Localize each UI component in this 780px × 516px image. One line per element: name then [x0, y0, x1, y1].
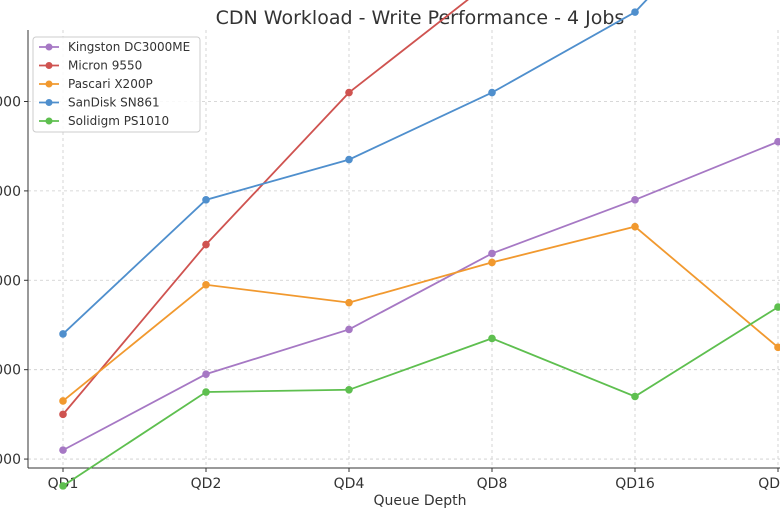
legend-box — [32, 36, 201, 133]
legend-label: Pascari X200P — [68, 77, 153, 91]
data-point — [774, 343, 780, 352]
chart-title: CDN Workload - Write Performance - 4 Job… — [216, 7, 625, 29]
legend-marker — [45, 117, 53, 125]
legend: Kingston DC3000ME Micron 9550 Pascari X200… — [32, 36, 201, 133]
series-line — [62, 140, 779, 451]
legend-marker — [45, 99, 53, 106]
legend-label: SanDisk SN861 — [68, 96, 160, 110]
data-point — [631, 392, 639, 401]
data-point — [345, 88, 353, 97]
data-point — [202, 370, 210, 378]
data-point — [202, 280, 210, 289]
series-line — [62, 0, 469, 415]
data-point — [202, 240, 210, 249]
legend-label: Micron 9550 — [68, 59, 142, 73]
x-tick-label: QD8 — [477, 476, 508, 492]
data-point — [774, 137, 780, 146]
legend-label: Kingston DC3000ME — [68, 40, 190, 54]
data-point — [631, 196, 639, 204]
data-point — [774, 303, 780, 311]
data-point — [488, 249, 496, 258]
legend-marker — [45, 80, 53, 88]
x-tick-labels: QD1QD2QD4QD8QD16QD32 — [48, 468, 780, 492]
y-tick-label: 120000 — [0, 184, 21, 200]
data-point — [631, 8, 639, 16]
series-lines — [59, 0, 780, 490]
data-point — [202, 388, 210, 396]
data-point — [59, 330, 67, 338]
y-tick-label: 140000 — [0, 95, 21, 111]
legend-marker — [45, 62, 53, 69]
data-point — [345, 325, 353, 334]
data-point — [345, 155, 353, 164]
x-tick-label: QD2 — [191, 476, 222, 492]
series — [59, 303, 780, 490]
data-point — [59, 482, 67, 490]
x-tick-label: QD16 — [615, 476, 655, 492]
data-point — [488, 258, 496, 267]
series — [59, 0, 469, 419]
y-tick-labels: 60000 80000 100000 120000 140000 — [0, 95, 28, 468]
axes — [27, 30, 780, 469]
series-line — [62, 0, 648, 335]
legend-marker — [45, 43, 53, 51]
data-point — [488, 334, 496, 343]
data-point — [202, 196, 210, 204]
series-line — [62, 225, 779, 402]
data-point — [59, 446, 67, 454]
data-point — [345, 298, 353, 307]
y-tick-label: 80000 — [0, 363, 21, 379]
data-point — [631, 222, 639, 231]
y-tick-label: 60000 — [0, 452, 21, 468]
series-line — [62, 306, 779, 487]
series — [59, 137, 780, 454]
x-axis-label: Queue Depth — [373, 493, 466, 509]
series — [59, 222, 780, 405]
data-point — [488, 88, 496, 97]
legend-label: Solidigm PS1010 — [68, 114, 169, 128]
y-tick-label: 100000 — [0, 273, 21, 289]
data-point — [59, 397, 67, 405]
x-tick-label: QD32 — [758, 476, 780, 492]
data-point — [59, 410, 67, 419]
x-tick-label: QD4 — [334, 476, 365, 492]
data-point — [345, 385, 353, 394]
series — [59, 0, 648, 338]
